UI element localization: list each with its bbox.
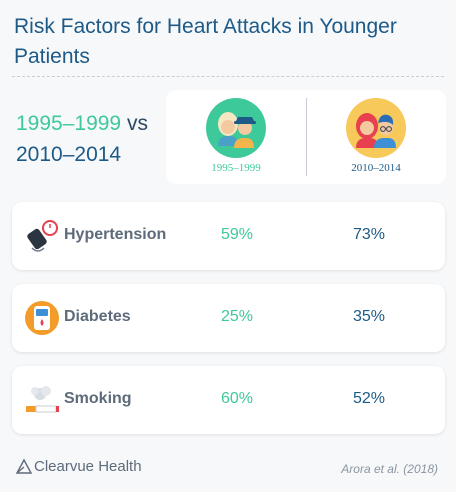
value-1995-1999: 25% [220, 308, 254, 325]
risk-factor-label: Diabetes [64, 308, 131, 325]
older-couple-avatar-icon [206, 98, 266, 158]
risk-factor-label: Smoking [64, 390, 132, 407]
era-column-2: 2010–2014 [306, 96, 446, 184]
vs-label: vs [126, 112, 148, 135]
risk-factor-label: Hypertension [64, 226, 167, 243]
table-row-smoking: Smoking 60% 52% [12, 366, 445, 434]
brand-name: Clearvue Health [34, 458, 142, 475]
young-couple-avatar-icon [346, 98, 406, 158]
era-1-label: 1995–1999 [211, 162, 261, 174]
era-2-label: 2010–2014 [351, 162, 401, 174]
value-2010-2014: 52% [352, 390, 386, 407]
period-comparison: 1995–1999 vs 2010–2014 [16, 108, 148, 170]
table-row-hypertension: Hypertension 59% 73% [12, 202, 445, 270]
value-1995-1999: 59% [220, 226, 254, 243]
brand-logo: Clearvue Health [15, 458, 142, 475]
value-2010-2014: 35% [352, 308, 386, 325]
value-1995-1999: 60% [220, 390, 254, 407]
source-citation: Arora et al. (2018) [341, 462, 438, 476]
period-a-label: 1995–1999 [16, 112, 122, 135]
title-divider [12, 76, 444, 77]
era-column-1: 1995–1999 [166, 96, 306, 184]
cigarette-icon [26, 386, 59, 413]
value-2010-2014: 73% [352, 226, 386, 243]
blood-pressure-monitor-icon [27, 220, 58, 252]
glucose-meter-icon [25, 301, 59, 335]
page-title: Risk Factors for Heart Attacks in Younge… [14, 15, 397, 68]
era-divider [306, 98, 307, 176]
table-row-diabetes: Diabetes 25% 35% [12, 284, 445, 352]
era-header-panel: 1995–1999 2010–2014 [166, 90, 446, 184]
clearvue-logo-icon [15, 458, 33, 474]
period-b-label: 2010–2014 [16, 143, 122, 166]
